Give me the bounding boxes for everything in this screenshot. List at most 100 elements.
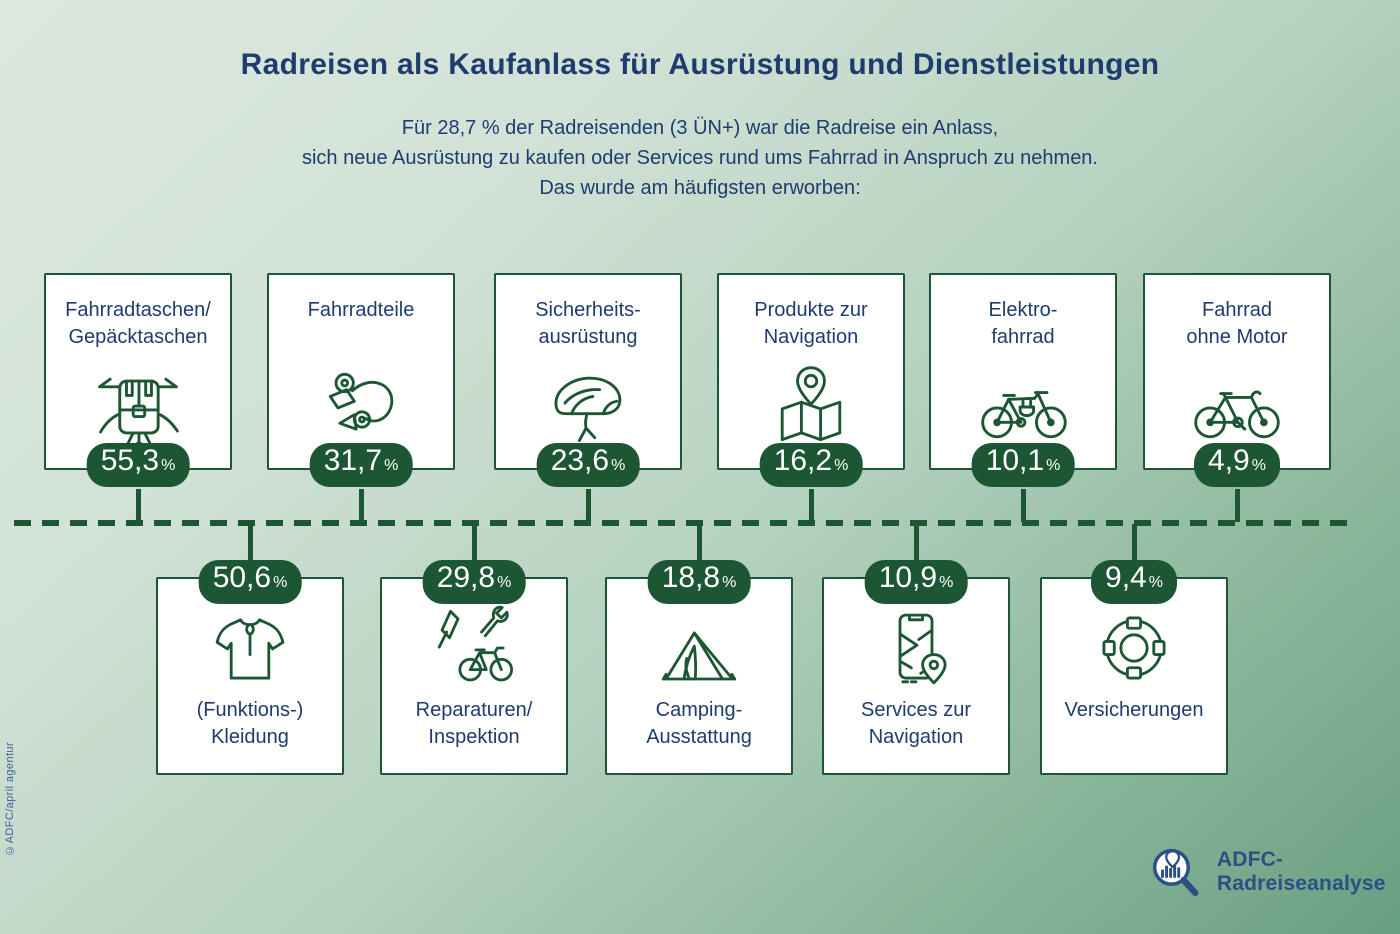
pannier-bag-icon	[90, 359, 186, 455]
ebike-icon	[975, 359, 1071, 455]
value-badge-tent: 18,8%	[647, 560, 751, 604]
connector-stem	[808, 489, 814, 522]
value-number: 50,6	[212, 561, 272, 594]
value-number: 4,9	[1208, 444, 1250, 477]
value-unit: %	[273, 574, 288, 591]
category-label-line: Produkte zur	[754, 299, 868, 321]
value-badge-bicycle: 4,9%	[1194, 443, 1280, 487]
connector-stem	[358, 489, 364, 522]
category-label: Reparaturen/Inspektion	[382, 697, 566, 751]
category-label: Elektro-fahrrad	[931, 297, 1115, 351]
value-unit: %	[1148, 574, 1163, 591]
value-number: 18,8	[661, 561, 721, 594]
value-number: 55,3	[100, 444, 160, 477]
value-badge-pannier-bag: 55,3%	[86, 443, 190, 487]
category-card-jersey: (Funktions-) Kleidung 50,6%	[156, 560, 344, 775]
map-pin-icon	[763, 359, 859, 455]
value-badge-phone-navigation: 10,9%	[864, 560, 968, 604]
category-label-line: fahrrad	[991, 326, 1055, 348]
category-label-line: Reparaturen/	[415, 699, 533, 721]
brand-name: ADFC-Radreiseanalyse	[1216, 848, 1386, 895]
value-unit: %	[161, 457, 176, 474]
repair-icon	[427, 601, 521, 695]
derailleur-icon	[313, 359, 409, 455]
phone-navigation-icon	[869, 601, 963, 695]
connector-stem	[913, 524, 919, 560]
category-label: Services zur Navigation	[824, 697, 1008, 751]
category-label-line: Sicherheits-	[535, 299, 641, 321]
timeline-dashed-line	[14, 520, 1356, 526]
value-unit: %	[939, 574, 954, 591]
value-number: 9,4	[1105, 561, 1147, 594]
connector-stem	[247, 524, 253, 560]
category-card-ebike: Elektro-fahrrad 10,1%	[929, 273, 1117, 487]
category-label-line: Kleidung	[211, 726, 289, 748]
lifebuoy-icon	[1087, 601, 1181, 695]
category-label-line: Elektro-	[988, 299, 1058, 321]
category-card-lifebuoy: Versicherungen 9,4%	[1040, 560, 1228, 775]
connector-stem	[585, 489, 591, 522]
value-number: 10,9	[878, 561, 938, 594]
category-label-line: Services zur	[860, 699, 972, 721]
subtitle: Für 28,7 % der Radreisenden (3 ÜN+) war …	[0, 113, 1400, 203]
category-card-helmet: Sicherheits-ausrüstung 23,6%	[494, 273, 682, 487]
value-number: 10,1	[985, 444, 1045, 477]
category-card-pannier-bag: Fahrradtaschen/Gepäcktaschen 55,3%	[44, 273, 232, 487]
category-label-line: Camping-	[655, 699, 743, 721]
value-number: 23,6	[550, 444, 610, 477]
connector-stem	[1131, 524, 1137, 560]
helmet-icon	[540, 359, 636, 455]
value-badge-helmet: 23,6%	[536, 443, 640, 487]
category-label-line: Fahrradtaschen/	[65, 299, 211, 321]
value-unit: %	[834, 457, 849, 474]
category-label-line: ausrüstung	[538, 326, 638, 348]
value-number: 29,8	[436, 561, 496, 594]
value-unit: %	[1046, 457, 1061, 474]
value-badge-map-pin: 16,2%	[759, 443, 863, 487]
category-label: Camping- Ausstattung	[607, 697, 791, 751]
subtitle-line: Für 28,7 % der Radreisenden (3 ÜN+) war …	[401, 117, 999, 139]
category-label-line: Versicherungen	[1064, 699, 1204, 721]
category-card-tent: Camping- Ausstattung 18,8%	[605, 560, 793, 775]
category-card-bicycle: Fahrrad ohne Motor 4,9%	[1143, 273, 1331, 487]
category-card-repair: Reparaturen/Inspektion 29,8%	[380, 560, 568, 775]
category-label-line: Gepäcktaschen	[68, 326, 208, 348]
category-label-line: Navigation	[763, 326, 859, 348]
connector-stem	[1020, 489, 1026, 522]
bicycle-icon	[1189, 359, 1285, 455]
value-badge-derailleur: 31,7%	[309, 443, 413, 487]
connector-stem	[1234, 489, 1240, 522]
category-label-line: Navigation	[868, 726, 964, 748]
value-badge-jersey: 50,6%	[198, 560, 302, 604]
category-label-line: ohne Motor	[1186, 326, 1288, 348]
category-label: Fahrradteile	[269, 297, 453, 324]
category-label-line: Inspektion	[428, 726, 520, 748]
category-card-derailleur: Fahrradteile 31,7%	[267, 273, 455, 487]
category-label: Versicherungen	[1042, 697, 1226, 724]
value-unit: %	[611, 457, 626, 474]
value-number: 16,2	[773, 444, 833, 477]
magnifier-chart-logo-icon	[1152, 848, 1199, 897]
category-label-line: (Funktions-)	[196, 699, 304, 721]
value-unit: %	[1251, 457, 1266, 474]
brand-logo: ADFC-Radreiseanalyse	[1146, 834, 1400, 910]
page-title: Radreisen als Kaufanlass für Ausrüstung …	[240, 48, 1160, 81]
value-unit: %	[384, 457, 399, 474]
category-label: Fahrradtaschen/Gepäcktaschen	[46, 297, 230, 351]
value-number: 31,7	[323, 444, 383, 477]
category-label: Fahrrad ohne Motor	[1145, 297, 1329, 351]
value-badge-lifebuoy: 9,4%	[1091, 560, 1177, 604]
value-badge-repair: 29,8%	[422, 560, 526, 604]
connector-stem	[471, 524, 477, 560]
category-label-line: Ausstattung	[646, 726, 752, 748]
jersey-icon	[203, 601, 297, 695]
category-card-map-pin: Produkte zur Navigation 16,2%	[717, 273, 905, 487]
value-badge-ebike: 10,1%	[971, 443, 1075, 487]
category-label: Sicherheits-ausrüstung	[496, 297, 680, 351]
category-label-line: Fahrrad	[1201, 299, 1273, 321]
category-label-line: Fahrradteile	[307, 299, 415, 321]
category-label: Produkte zur Navigation	[719, 297, 903, 351]
copyright-credit: ©ADFC/april agentur	[4, 742, 16, 856]
category-card-phone-navigation: Services zur Navigation 10,9%	[822, 560, 1010, 775]
